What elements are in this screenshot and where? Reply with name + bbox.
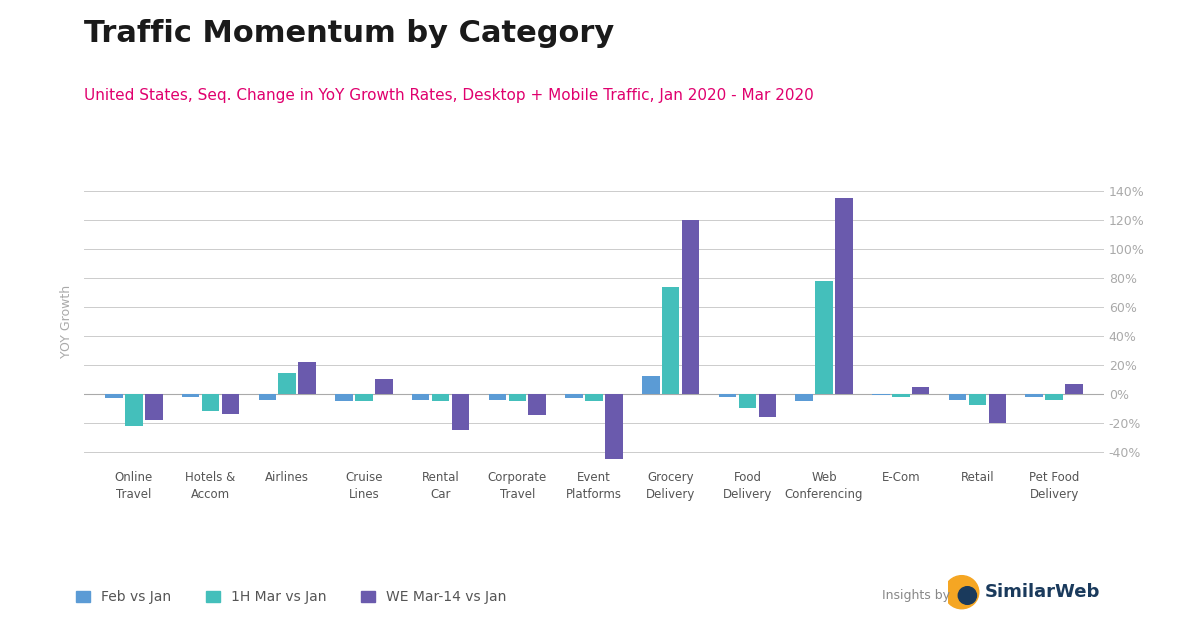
Bar (451, 394, 469, 430)
Bar (719, 394, 737, 397)
Y-axis label: YOY Growth: YOY Growth (60, 285, 73, 358)
Bar (106, 394, 122, 398)
Text: Traffic Momentum by Category: Traffic Momentum by Category (84, 19, 614, 48)
Bar (528, 394, 546, 416)
Circle shape (944, 576, 979, 609)
Bar (335, 394, 353, 401)
Bar (202, 394, 220, 411)
Bar (565, 394, 583, 398)
Bar (758, 394, 776, 417)
Bar (509, 394, 526, 401)
Bar (682, 220, 700, 394)
Bar (815, 281, 833, 394)
Bar (949, 394, 966, 399)
Bar (1045, 394, 1063, 399)
Bar (222, 394, 239, 414)
Bar (796, 394, 812, 401)
Bar (258, 394, 276, 399)
Bar (299, 362, 316, 394)
Bar (1066, 384, 1082, 394)
Bar (586, 394, 602, 401)
Bar (182, 394, 199, 397)
Bar (488, 394, 506, 399)
Bar (355, 394, 373, 401)
Bar (662, 287, 679, 394)
Bar (605, 394, 623, 459)
Bar (278, 374, 296, 394)
Text: United States, Seq. Change in YoY Growth Rates, Desktop + Mobile Traffic, Jan 20: United States, Seq. Change in YoY Growth… (84, 88, 814, 103)
Bar (968, 394, 986, 405)
Legend: Feb vs Jan, 1H Mar vs Jan, WE Mar-14 vs Jan: Feb vs Jan, 1H Mar vs Jan, WE Mar-14 vs … (71, 585, 512, 610)
Bar (432, 394, 449, 401)
Bar (642, 376, 660, 394)
Bar (872, 394, 889, 395)
Text: Insights by: Insights by (882, 589, 950, 602)
Bar (912, 386, 930, 394)
Bar (1026, 394, 1043, 397)
Bar (125, 394, 143, 426)
Bar (835, 198, 853, 394)
Bar (989, 394, 1006, 423)
Bar (376, 379, 392, 394)
Bar (412, 394, 430, 399)
Bar (145, 394, 162, 420)
Bar (892, 394, 910, 397)
Text: SimilarWeb: SimilarWeb (984, 583, 1100, 601)
Circle shape (959, 587, 977, 604)
Bar (739, 394, 756, 408)
